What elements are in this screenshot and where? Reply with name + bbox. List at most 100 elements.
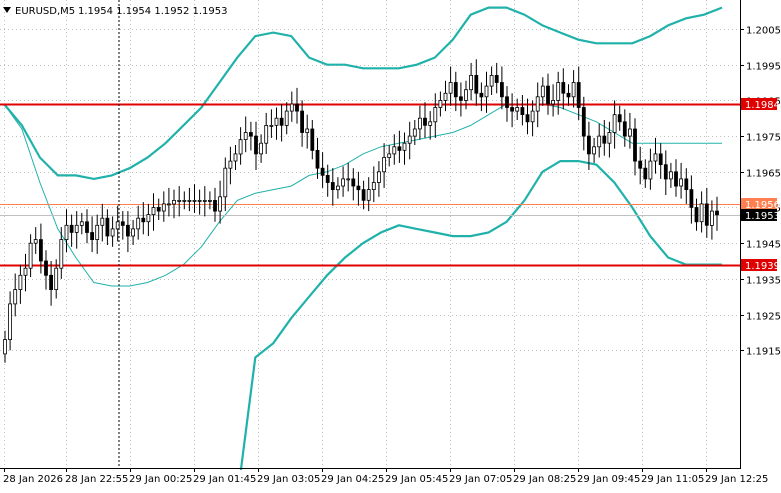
candle-body-bullish xyxy=(8,303,13,340)
candle xyxy=(535,82,540,128)
candle xyxy=(474,59,479,106)
candle-body-bullish xyxy=(382,157,387,173)
candle xyxy=(310,120,315,160)
candle-body-bearish xyxy=(279,117,284,126)
candle-body-bullish xyxy=(443,92,448,101)
time-tick-label: 29 Jan 11:05 xyxy=(641,474,704,485)
candle-body-bearish xyxy=(69,224,74,233)
candle-body-bearish xyxy=(248,132,253,137)
candle xyxy=(223,157,228,212)
candle-body-bullish xyxy=(699,203,704,223)
candle xyxy=(433,93,438,138)
candle xyxy=(561,68,566,110)
candle xyxy=(320,152,325,188)
candle-body-bullish xyxy=(402,142,407,151)
level-price-label: 1.1956 xyxy=(745,200,780,211)
candle xyxy=(428,111,433,140)
candle-body-bullish xyxy=(469,75,474,91)
candle xyxy=(469,62,474,101)
candle-body-bearish xyxy=(44,260,48,276)
candle-body-bearish xyxy=(694,207,699,223)
candle-body-bearish xyxy=(105,217,110,237)
candle-body-bullish xyxy=(110,228,115,237)
horizontal-levels[interactable] xyxy=(0,103,740,267)
candle-body-bullish xyxy=(238,139,243,155)
candle xyxy=(156,198,161,220)
candle xyxy=(663,150,668,195)
candle xyxy=(525,98,530,135)
candle-body-bullish xyxy=(628,128,632,137)
candle-body-bullish xyxy=(653,153,658,162)
candle xyxy=(95,214,100,254)
candle-body-bearish xyxy=(525,114,530,123)
candle xyxy=(3,330,7,363)
level-price-label: 1.1984 xyxy=(745,100,780,111)
candle xyxy=(699,191,704,233)
candle xyxy=(679,162,683,199)
candle xyxy=(110,216,115,247)
candle xyxy=(546,73,550,115)
candle xyxy=(376,161,381,197)
time-tick-label: 29 Jan 05:45 xyxy=(385,474,448,485)
candle xyxy=(515,98,520,120)
candle xyxy=(443,80,448,112)
candle-body-bearish xyxy=(689,189,694,208)
candle xyxy=(669,162,673,188)
candle-body-bullish xyxy=(64,224,69,241)
candle-body-bullish xyxy=(515,107,520,112)
candle xyxy=(458,82,463,117)
candle-body-bullish xyxy=(54,267,59,291)
candle xyxy=(274,107,279,140)
candle xyxy=(54,259,59,299)
candle xyxy=(597,123,602,158)
current-price-box xyxy=(741,209,777,221)
candle xyxy=(182,191,187,210)
candle-body-bearish xyxy=(126,224,130,237)
candle xyxy=(402,132,407,165)
candle-body-bullish xyxy=(412,128,417,137)
candle xyxy=(704,187,709,238)
candle xyxy=(289,91,294,122)
candle xyxy=(264,112,269,154)
candle xyxy=(202,186,207,217)
candle-body-bullish xyxy=(464,89,468,101)
symbol-label: EURUSD,M5 xyxy=(15,6,75,17)
candle-body-bullish xyxy=(438,100,443,108)
candle-body-bullish xyxy=(556,82,561,101)
candle xyxy=(592,137,596,163)
candle-body-bullish xyxy=(592,146,596,155)
candle-body-bearish xyxy=(141,217,146,223)
candle-body-bearish xyxy=(602,135,607,144)
candle-body-bullish xyxy=(551,100,555,105)
candle-body-bearish xyxy=(674,171,678,187)
candle-body-bearish xyxy=(156,207,161,212)
triangle-down-icon[interactable] xyxy=(3,7,11,13)
candle-body-bearish xyxy=(633,128,637,162)
candle xyxy=(382,143,387,188)
candle-body-bearish xyxy=(39,239,43,262)
candle xyxy=(494,62,499,94)
candle xyxy=(653,137,658,174)
candle xyxy=(556,71,561,115)
candle-body-bullish xyxy=(79,221,84,226)
candle-body-bullish xyxy=(433,107,438,123)
time-tick-label: 28 Jan 22:55 xyxy=(65,474,128,485)
candle xyxy=(259,134,264,163)
price-tick-label: 1.1995 xyxy=(746,62,781,73)
candle-body-bullish xyxy=(131,228,136,237)
candle xyxy=(356,171,361,206)
candle xyxy=(85,209,89,244)
candle-body-bullish xyxy=(28,242,33,269)
candle xyxy=(361,180,366,210)
candle-body-bullish xyxy=(710,210,714,226)
candle-body-bullish xyxy=(484,85,489,98)
candle-body-bearish xyxy=(499,82,504,98)
candle-body-bullish xyxy=(305,128,310,133)
candle xyxy=(505,86,509,122)
candle-body-bearish xyxy=(581,107,586,137)
candle-body-bullish xyxy=(182,199,187,202)
candle-body-bullish xyxy=(243,132,248,140)
candle-body-bullish xyxy=(387,153,392,158)
